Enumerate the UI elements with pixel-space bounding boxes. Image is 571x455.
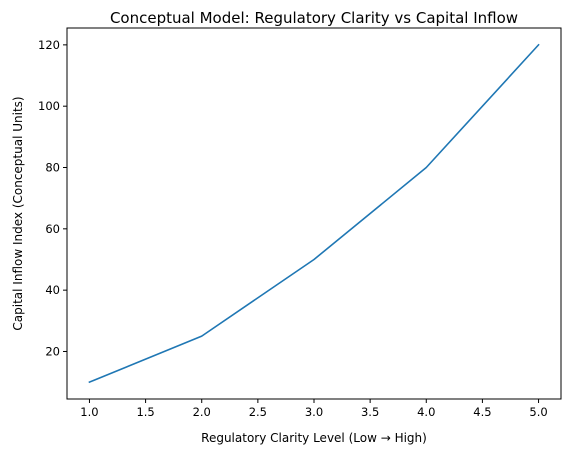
axes-frame bbox=[66, 27, 562, 400]
y-tick-label: 40 bbox=[45, 283, 60, 297]
x-tick-label: 1.0 bbox=[80, 405, 98, 419]
y-tick-label: 60 bbox=[45, 222, 60, 236]
x-tick-label: 4.5 bbox=[473, 405, 491, 419]
y-tick-label: 20 bbox=[45, 344, 60, 358]
x-tick-label: 5.0 bbox=[529, 405, 547, 419]
x-axis-label: Regulatory Clarity Level (Low → High) bbox=[201, 431, 427, 445]
y-axis-ticks: 20 40 60 80 100 120 bbox=[38, 38, 67, 358]
chart-title: Conceptual Model: Regulatory Clarity vs … bbox=[110, 9, 518, 27]
x-tick-label: 1.5 bbox=[136, 405, 154, 419]
y-tick-label: 80 bbox=[45, 161, 60, 175]
y-tick-label: 120 bbox=[38, 38, 60, 52]
x-tick-label: 4.0 bbox=[417, 405, 435, 419]
x-tick-label: 3.5 bbox=[361, 405, 379, 419]
x-tick-label: 3.0 bbox=[305, 405, 323, 419]
plot-area: 1.0 1.5 2.0 2.5 3.0 3.5 4.0 4.5 5.0 20 40 60 80 100 1… bbox=[38, 27, 562, 419]
y-tick-label: 100 bbox=[38, 99, 60, 113]
y-axis-label: Capital Inflow Index (Conceptual Units) bbox=[11, 96, 25, 330]
series-line bbox=[88, 43, 540, 384]
x-tick-label: 2.0 bbox=[193, 405, 211, 419]
series-layer bbox=[88, 43, 540, 384]
x-tick-label: 2.5 bbox=[249, 405, 267, 419]
x-axis-ticks: 1.0 1.5 2.0 2.5 3.0 3.5 4.0 4.5 5.0 bbox=[80, 399, 548, 419]
